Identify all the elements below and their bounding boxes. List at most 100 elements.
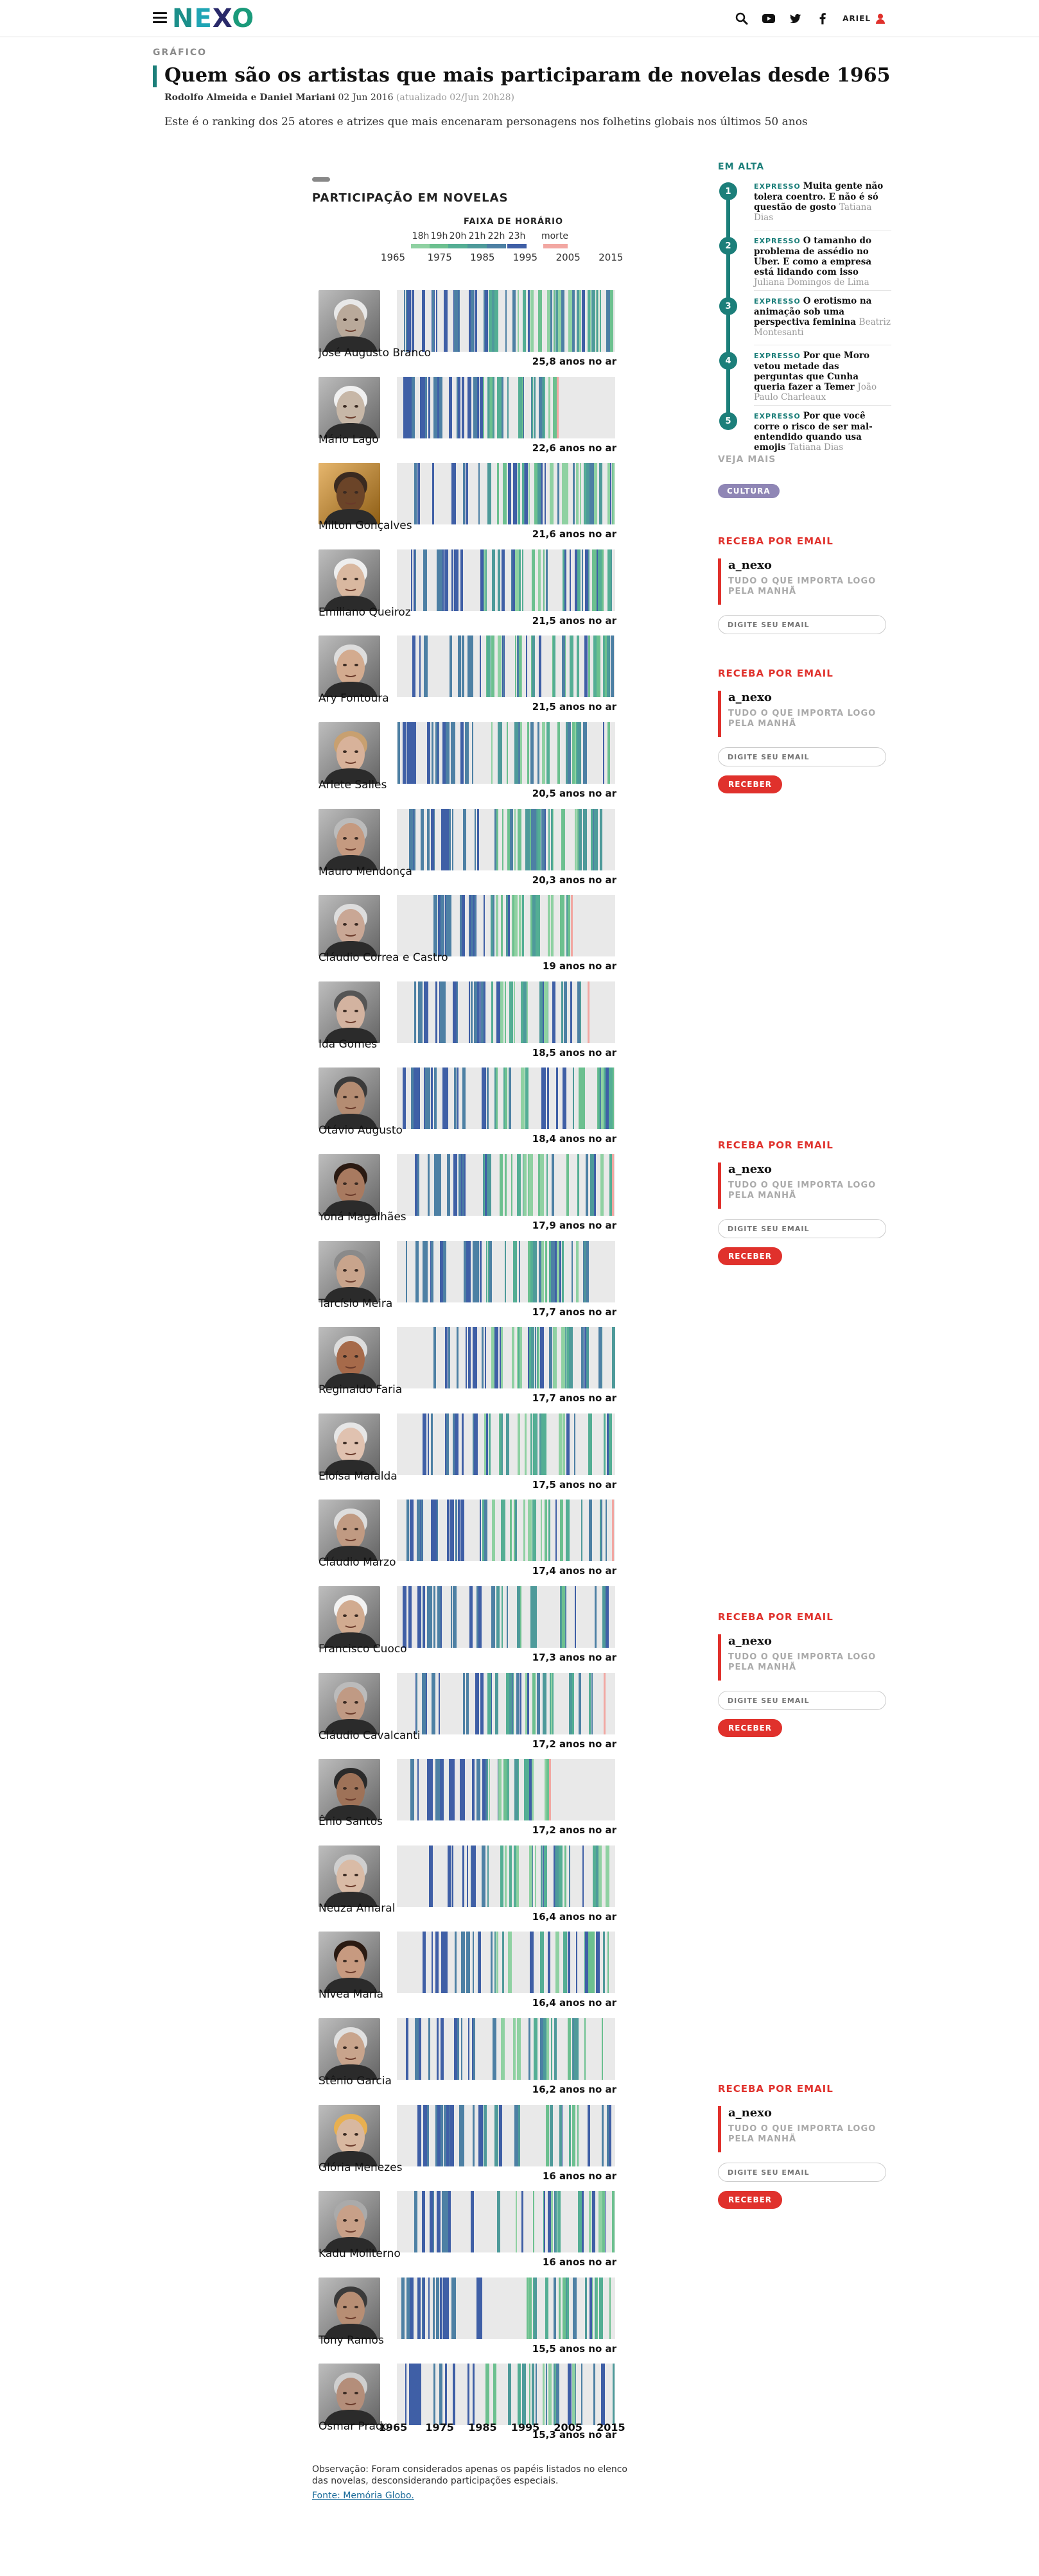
- newsletter-title: RECEBA POR EMAIL: [718, 1139, 834, 1151]
- menu-icon[interactable]: [153, 12, 167, 24]
- actor-years-on-air: 20,5 anos no ar: [532, 788, 616, 799]
- actor-photo: [319, 1240, 380, 1302]
- actor-portrait-icon: [319, 808, 380, 870]
- youtube-icon[interactable]: [762, 12, 776, 26]
- novela-bar: [491, 1586, 496, 1648]
- email-field[interactable]: [718, 615, 886, 634]
- email-field[interactable]: [718, 1691, 886, 1710]
- novela-bar: [420, 376, 424, 438]
- email-field[interactable]: [718, 747, 886, 766]
- novela-bar: [511, 1154, 512, 1216]
- actor-years-on-air: 17,7 anos no ar: [532, 1306, 616, 1318]
- novela-bar: [402, 722, 406, 784]
- novela-bar: [574, 1413, 576, 1475]
- novela-bar: [452, 2364, 455, 2426]
- actor-name: Mário Lago: [319, 433, 379, 446]
- subscribe-button[interactable]: RECEBER: [718, 1247, 783, 1265]
- participation-strip: [397, 2191, 615, 2253]
- facebook-icon[interactable]: [816, 12, 830, 26]
- novela-bar: [472, 1413, 475, 1475]
- novela-bar: [430, 808, 434, 870]
- novela-bar: [458, 2104, 463, 2166]
- user-menu[interactable]: ARIEL: [843, 13, 885, 24]
- novela-bar: [550, 1672, 552, 1734]
- novela-bar: [417, 463, 420, 525]
- novela-bar: [408, 1586, 412, 1648]
- participation-strip: [397, 2104, 615, 2166]
- actor-photo: [319, 895, 380, 957]
- participation-strip: [397, 1068, 615, 1130]
- novela-bar: [530, 808, 535, 870]
- novela-bar: [572, 2364, 575, 2426]
- novela-bar: [551, 1240, 555, 1302]
- novela-bar: [523, 1500, 525, 1562]
- novela-bar: [445, 895, 449, 957]
- novela-bar: [437, 895, 441, 957]
- article-lead: Este é o ranking dos 25 atores e atrizes…: [164, 116, 808, 128]
- novela-bar: [594, 2277, 597, 2339]
- novela-bar: [505, 1154, 507, 1216]
- newsletter-signup: RECEBA POR EMAIL a_nexo TUDO O QUE IMPORTA…: [718, 535, 898, 634]
- email-field[interactable]: [718, 1219, 886, 1238]
- novela-bar: [473, 376, 478, 438]
- novela-bar: [483, 2104, 487, 2166]
- novela-bar: [518, 1240, 520, 1302]
- novela-bar: [504, 1068, 507, 1130]
- novela-bar: [443, 2277, 448, 2339]
- novela-bar: [554, 2364, 556, 2426]
- novela-bar: [534, 1845, 536, 1907]
- subscribe-button[interactable]: RECEBER: [718, 775, 783, 793]
- actor-row: Eloísa Mafalda 17,5 anos no ar: [312, 1413, 618, 1500]
- trending-item[interactable]: 5 EXPRESSO Por que você corre o risco de s…: [718, 411, 891, 457]
- novela-bar: [532, 895, 536, 957]
- search-icon[interactable]: [735, 12, 749, 26]
- novela-bar: [566, 1154, 569, 1216]
- novela-bar: [423, 1672, 424, 1734]
- novela-bar: [410, 1500, 414, 1562]
- twitter-icon[interactable]: [789, 12, 803, 26]
- nexo-logo[interactable]: NEXO: [172, 4, 255, 33]
- novela-participation-chart: PARTICIPAÇÃO EM NOVELAS FAIXA DE HORÁRIO…: [312, 177, 627, 2501]
- tag-cultura[interactable]: CULTURA: [718, 484, 780, 498]
- novela-bar: [503, 1759, 507, 1821]
- novela-bar: [457, 1500, 460, 1562]
- novela-bar: [454, 1068, 457, 1130]
- chart-source-link[interactable]: Fonte: Memória Globo.: [312, 2491, 414, 2501]
- novela-bar: [551, 2018, 553, 2080]
- novela-bar: [528, 290, 530, 352]
- novela-bar: [412, 635, 416, 698]
- top-navbar: NEXO ARIEL: [0, 0, 1039, 37]
- novela-bar: [588, 290, 591, 352]
- novela-bar: [601, 1327, 603, 1389]
- trending-item[interactable]: 3 EXPRESSO O erotismo na animação sob uma …: [718, 296, 891, 342]
- novela-bar: [488, 1759, 490, 1821]
- trending-text: EXPRESSO Por que Moro vetou metade das pe…: [754, 350, 891, 402]
- email-field[interactable]: [718, 2163, 886, 2182]
- actor-photo: [319, 1845, 380, 1907]
- novela-bar: [528, 1327, 531, 1389]
- novela-bar: [539, 635, 542, 698]
- novela-bar: [498, 1759, 502, 1821]
- novela-bar: [421, 808, 424, 870]
- novela-bar: [606, 290, 610, 352]
- trending-item[interactable]: 4 EXPRESSO Por que Moro vetou metade das p…: [718, 350, 891, 402]
- subscribe-button[interactable]: RECEBER: [718, 2191, 783, 2209]
- novela-bar: [439, 2277, 442, 2339]
- participation-strip: [397, 1845, 615, 1907]
- actor-portrait-icon: [319, 2364, 380, 2426]
- subscribe-button[interactable]: RECEBER: [718, 1719, 783, 1737]
- participation-strip: [397, 463, 615, 525]
- novela-bar: [606, 2104, 609, 2166]
- actor-portrait-icon: [319, 2277, 380, 2339]
- novela-bar: [462, 1413, 464, 1475]
- novela-bar: [593, 290, 595, 352]
- participation-strip: [397, 2018, 615, 2080]
- novela-bar: [553, 2277, 556, 2339]
- novela-bar: [584, 635, 588, 698]
- novela-bar: [537, 290, 542, 352]
- novela-bar: [517, 2364, 521, 2426]
- trending-item[interactable]: 2 EXPRESSO O tamanho do problema de assédi…: [718, 236, 891, 288]
- actor-name: Nívea Maria: [319, 1988, 383, 2001]
- trending-item[interactable]: 1 EXPRESSO Muita gente não tolera coentro.…: [718, 181, 891, 227]
- novela-bar: [514, 895, 518, 957]
